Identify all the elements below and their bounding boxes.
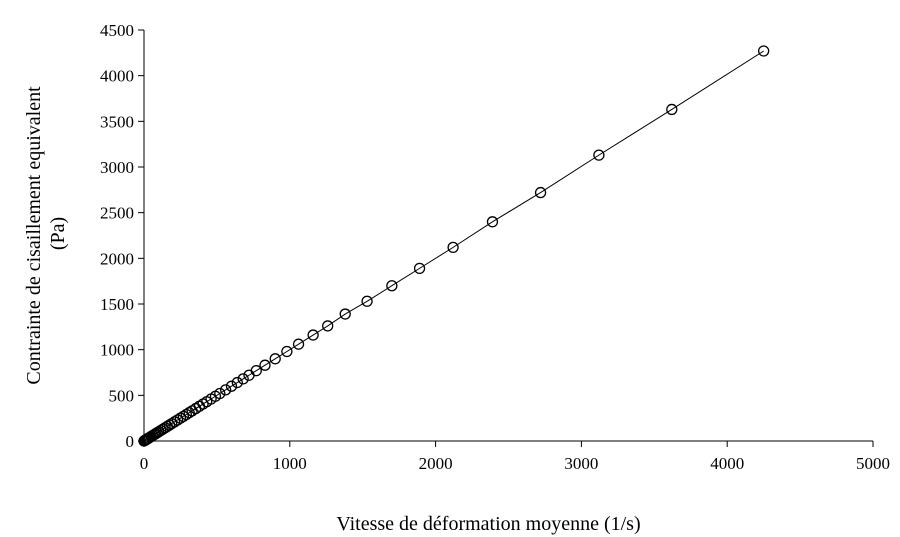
x-axis-title: Vitesse de déformation moyenne (1/s) [336, 513, 640, 535]
y-tick-labels: 0 500 1000 1500 2000 2500 3000 3500 4000 4500 [100, 21, 134, 451]
y-tick-label: 1500 [100, 295, 134, 314]
y-tick-label: 3000 [100, 158, 134, 177]
y-axis-title-line2: (Pa) [47, 217, 69, 250]
y-tick-label: 1000 [100, 341, 134, 360]
x-tick-label: 3000 [564, 454, 598, 473]
data-point [180, 408, 192, 421]
data-point [231, 376, 243, 389]
data-point [166, 417, 178, 430]
x-tick-labels: 0 1000 2000 3000 4000 5000 [140, 454, 890, 473]
data-point [534, 186, 547, 199]
data-point [225, 380, 238, 392]
data-point [177, 410, 190, 422]
x-tick-label: 1000 [273, 454, 307, 473]
data-point [361, 295, 373, 307]
y-tick-label: 0 [126, 432, 135, 451]
data-point [168, 416, 181, 428]
y-tick-label: 2000 [100, 249, 134, 268]
data-point [281, 345, 293, 358]
y-tick-label: 2500 [100, 204, 134, 223]
data-point [593, 149, 605, 161]
y-axis-title-line1: Contrainte de cisaillement equivalent [23, 86, 45, 385]
data-points [138, 45, 770, 447]
axes [138, 29, 874, 447]
y-tick-label: 500 [109, 386, 135, 405]
data-point [259, 359, 271, 371]
data-point [237, 373, 249, 385]
data-point [758, 45, 770, 57]
data-point [666, 103, 678, 116]
x-tick-label: 0 [140, 454, 149, 473]
x-tick-label: 4000 [710, 454, 744, 473]
data-point [447, 241, 459, 254]
data-point [307, 329, 319, 341]
data-point [486, 216, 499, 228]
data-point [269, 353, 281, 365]
data-point [219, 384, 232, 396]
y-tick-label: 3500 [100, 112, 134, 131]
data-point [214, 387, 226, 400]
data-point [386, 280, 398, 292]
data-point [174, 412, 187, 424]
x-tick-label: 5000 [856, 454, 890, 473]
data-point [292, 338, 305, 350]
y-tick-label: 4500 [100, 21, 134, 40]
series-line [143, 50, 764, 442]
data-point [339, 308, 351, 320]
y-tick-label: 4000 [100, 67, 134, 86]
x-tick-label: 2000 [419, 454, 453, 473]
data-point [413, 262, 426, 275]
data-point [250, 365, 262, 377]
data-point [322, 320, 334, 332]
data-point [171, 414, 184, 426]
